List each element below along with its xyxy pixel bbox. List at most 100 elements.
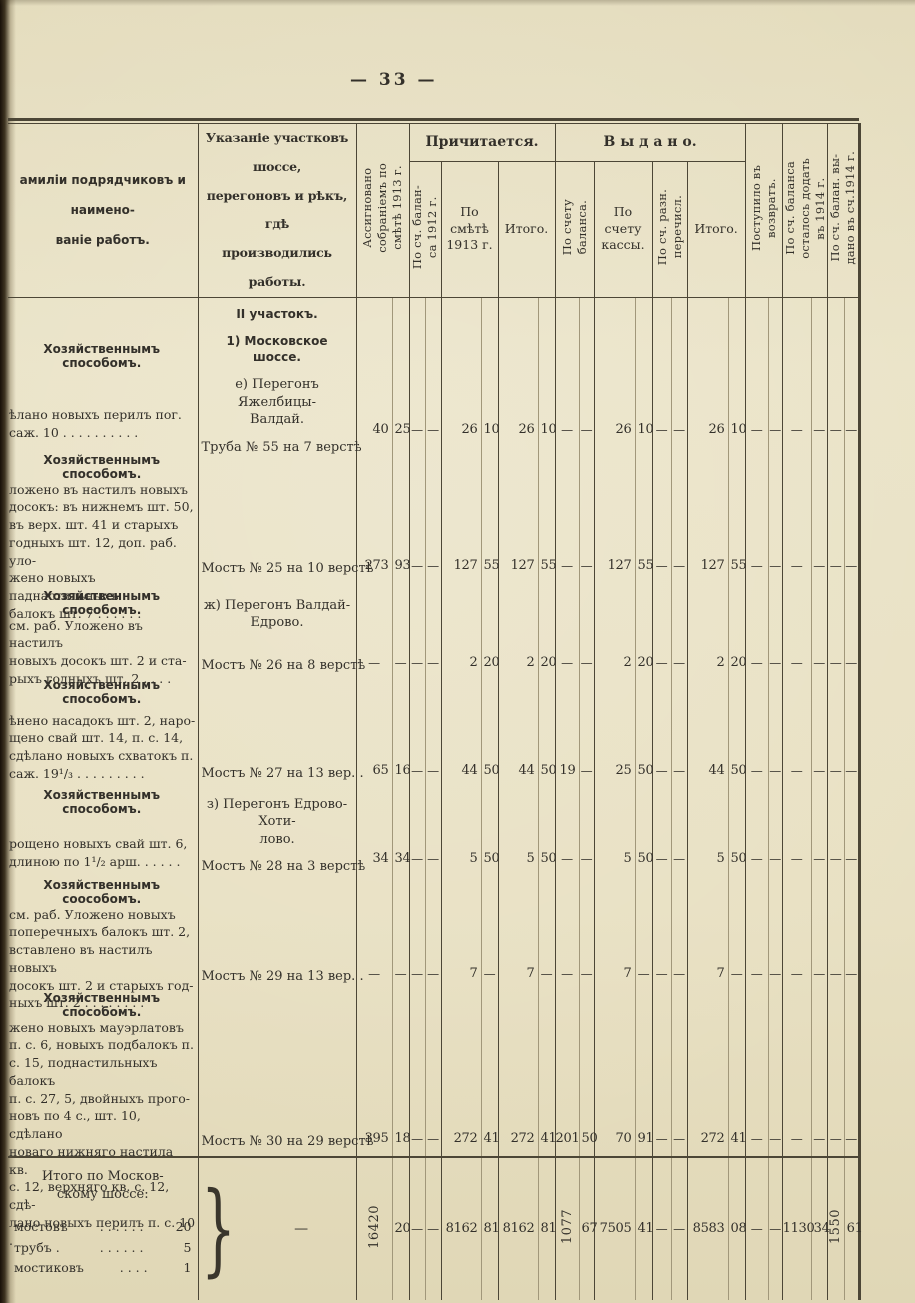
kopeck-value: 50 bbox=[727, 677, 747, 788]
section-heading: 1) Московское шоссе. bbox=[226, 333, 328, 364]
col-header-due-total: Итого. bbox=[497, 161, 555, 298]
col-header-by-misc-text: По сч. разн. перечисл. bbox=[654, 188, 684, 266]
ruble-value: — bbox=[744, 787, 769, 878]
location-cell: Мостъ № 29 на 13 вер. . bbox=[197, 877, 364, 991]
ruble-value: — bbox=[781, 297, 812, 451]
object-name: Мостъ № 25 на 10 верстѣ bbox=[201, 560, 374, 576]
works-cell: Хозяйственнымъ способомъ. см. раб. Уложен… bbox=[8, 588, 198, 686]
ruble-value: 2 bbox=[593, 588, 635, 678]
ruble-value: 7 bbox=[440, 877, 481, 991]
works-box: Хозяйственнымъ способомъ. см. раб. Уложен… bbox=[8, 588, 198, 686]
works-cell: Хозяйственнымъ способомъ. ложено въ насти… bbox=[8, 451, 198, 621]
ruble-value: 272 bbox=[497, 990, 538, 1157]
kopeck-value: — bbox=[424, 450, 441, 589]
col-header-by-balance: По счету баланса. bbox=[554, 161, 594, 298]
kopeck-value: — bbox=[810, 990, 828, 1157]
col-header-balance-1912: По сч. балан- са 1912 г. bbox=[408, 161, 441, 298]
totals-item: мостовъ . . . . . . 20 bbox=[14, 1217, 192, 1238]
section-headings: з) Перегонъ Едрово-Хоти- лово. bbox=[202, 788, 353, 860]
kopeck-value: — bbox=[810, 588, 828, 678]
works-description: рощено новыхъ свай шт. 6, длиною по 1¹/₂… bbox=[9, 836, 188, 869]
kopeck-value: 91 bbox=[634, 990, 654, 1157]
ruble-value: — bbox=[826, 450, 845, 589]
ruble-total: — bbox=[408, 1155, 425, 1300]
ruble-value: — bbox=[408, 990, 425, 1157]
kopeck-total: 81 bbox=[480, 1155, 500, 1300]
ruble-value: 127 bbox=[440, 450, 481, 589]
group-header-issued: В ы д а н о. bbox=[554, 123, 746, 162]
totals-item: трубъ . . . . . . . 5 bbox=[14, 1238, 192, 1259]
ruble-value: — bbox=[554, 450, 579, 589]
kopeck-value: — bbox=[767, 990, 783, 1157]
totals-item: мостиковъ . . . . 1 bbox=[14, 1258, 192, 1279]
kopeck-total: 34 bbox=[810, 1155, 830, 1300]
table-body: Хозяйственнымъ способомъ. ѣлано новыхъ пе… bbox=[8, 297, 863, 1300]
kopeck-value: 55 bbox=[537, 450, 557, 589]
works-description: ложено въ настилъ новыхъ досокъ: въ нижн… bbox=[9, 481, 194, 621]
ruble-value: — bbox=[781, 677, 812, 788]
scan-edge-shadow bbox=[0, 0, 915, 6]
totals-location-dash: — bbox=[294, 1220, 309, 1237]
ruble-value: 44 bbox=[497, 677, 538, 788]
kopeck-value: 10 bbox=[480, 297, 500, 451]
section-headings bbox=[202, 991, 353, 999]
section-headings bbox=[202, 451, 353, 459]
ruble-value: 5 bbox=[593, 787, 635, 878]
kopeck-value: — bbox=[424, 677, 441, 788]
kopeck-value: — bbox=[767, 787, 783, 878]
kopeck-value: 20 bbox=[727, 588, 747, 678]
totals-label-cell: Итого по Москов- скому шоссе: мостовъ . . … bbox=[8, 1155, 198, 1300]
section-heading: е) Перегонъ Яжелбицы- Валдай. bbox=[235, 377, 319, 428]
kopeck-value: — bbox=[843, 588, 860, 678]
kopeck-value: — bbox=[480, 877, 498, 991]
object-name: Мостъ № 28 на 3 верстѣ bbox=[201, 859, 366, 875]
kopeck-value: 34 bbox=[391, 787, 411, 878]
rotated-total-value: 1077 bbox=[559, 1208, 575, 1245]
method-label: Хозяйственнымъ способомъ. bbox=[43, 588, 161, 617]
totals-item-count: 1 bbox=[183, 1260, 192, 1276]
kopeck-value: — bbox=[843, 297, 860, 451]
ruble-value: 127 bbox=[686, 450, 728, 589]
object-name: Мостъ № 26 на 8 верстѣ bbox=[201, 657, 366, 673]
ruble-value: 26 bbox=[686, 297, 728, 451]
ruble-value: 273 bbox=[355, 450, 392, 589]
totals-item-label: мостиковъ bbox=[14, 1260, 84, 1276]
works-box: Хозяйственнымъ способомъ. рощено новыхъ с… bbox=[8, 788, 198, 878]
object-name: Труба № 55 на 7 верстѣ bbox=[201, 439, 362, 455]
works-box: Хозяйственнымъ способомъ. ложено въ насти… bbox=[8, 451, 198, 621]
ruble-value: 201 bbox=[554, 990, 580, 1157]
ruble-value: — bbox=[826, 787, 845, 878]
ruble-value: — bbox=[744, 677, 769, 788]
method-label: Хозяйственнымъ способомъ. bbox=[43, 341, 161, 370]
kopeck-value: — bbox=[843, 787, 860, 878]
ruble-value: — bbox=[408, 297, 425, 451]
method-label: Хозяйственнымъ способомъ. bbox=[43, 787, 161, 816]
ruble-value: — bbox=[826, 297, 845, 451]
ruble-total: 8583 bbox=[686, 1155, 728, 1300]
ledger-table: амиліи подрядчиковъ и наимено- ваніе раб… bbox=[8, 123, 863, 1300]
ruble-value: 26 bbox=[497, 297, 538, 451]
ruble-value: 272 bbox=[686, 990, 728, 1157]
ruble-value: — bbox=[781, 787, 812, 878]
ruble-value: — bbox=[408, 877, 425, 991]
kopeck-value: 93 bbox=[391, 450, 411, 589]
kopeck-value: — bbox=[578, 877, 594, 991]
group-header-due: Причитается. bbox=[408, 123, 555, 162]
location-cell: II участокъ. 1) Московское шоссе. е) Перег… bbox=[197, 297, 362, 455]
ruble-value: — bbox=[355, 588, 392, 678]
location-box: Мостъ № 30 на 29 верстѣ bbox=[199, 991, 374, 1156]
kopeck-value: 20 bbox=[634, 588, 654, 678]
ruble-value: 7 bbox=[686, 877, 728, 991]
kopeck-value: 10 bbox=[634, 297, 654, 451]
ruble-value: — bbox=[744, 990, 769, 1157]
ruble-total: 1550 bbox=[826, 1155, 845, 1300]
kopeck-value: — bbox=[391, 877, 409, 991]
col-header-contractors: амиліи подрядчиковъ и наимено- ваніе раб… bbox=[8, 123, 198, 298]
ruble-value: — bbox=[408, 787, 425, 878]
col-header-issued-1914-text: По сч. балан. вы- дано въ сч.1914 г. bbox=[827, 151, 857, 266]
object-name: Мостъ № 27 на 13 вер. . bbox=[201, 765, 364, 781]
ruble-value: 7 bbox=[497, 877, 538, 991]
ruble-total: 7505 bbox=[593, 1155, 635, 1300]
works-box: Хозяйственнымъ способомъ. ѣлано новыхъ пе… bbox=[8, 298, 198, 451]
works-cell: Хозяйственнымъ способомъ. ѣлано новыхъ пе… bbox=[8, 297, 198, 451]
